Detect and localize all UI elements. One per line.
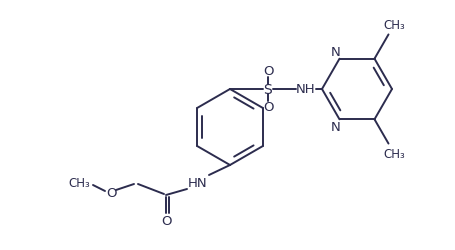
Text: S: S	[263, 83, 273, 96]
Text: O: O	[106, 187, 116, 200]
Text: O: O	[263, 101, 273, 114]
Text: CH₃: CH₃	[384, 148, 405, 161]
Text: N: N	[331, 120, 340, 133]
Text: HN: HN	[188, 177, 208, 190]
Text: N: N	[331, 46, 340, 59]
Text: O: O	[161, 215, 171, 228]
Text: CH₃: CH₃	[68, 177, 90, 190]
Text: O: O	[263, 65, 273, 78]
Text: CH₃: CH₃	[384, 18, 405, 32]
Text: NH: NH	[296, 83, 316, 96]
